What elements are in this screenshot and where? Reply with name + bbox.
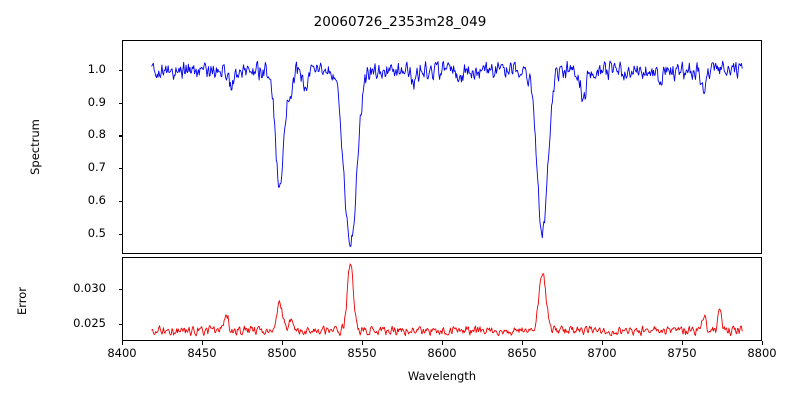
x-tick-mark	[122, 341, 124, 345]
x-tick-label: 8650	[507, 346, 537, 360]
spectrum-y-tick-mark	[118, 201, 122, 203]
x-tick-mark	[682, 341, 684, 345]
spectrum-line-series	[151, 60, 743, 247]
x-tick-label: 8550	[347, 346, 377, 360]
x-tick-label: 8750	[667, 346, 697, 360]
x-tick-mark	[362, 341, 364, 345]
x-tick-mark	[522, 341, 524, 345]
spectrum-y-axis-label: Spectrum	[28, 119, 42, 175]
x-tick-mark	[282, 341, 284, 345]
x-tick-label: 8800	[747, 346, 777, 360]
error-y-tick-mark	[118, 323, 122, 325]
x-tick-mark	[762, 341, 764, 345]
x-tick-label: 8450	[187, 346, 217, 360]
x-tick-label: 8600	[427, 346, 457, 360]
error-y-tick-label: 0.030	[73, 280, 106, 295]
x-tick-mark	[442, 341, 444, 345]
error-y-tick-mark	[118, 288, 122, 290]
spectrum-y-tick-mark	[118, 69, 122, 71]
page-title: 20060726_2353m28_049	[313, 14, 487, 30]
spectrum-y-tick-label: 0.6	[87, 193, 106, 208]
spectrum-y-tick-mark	[118, 234, 122, 236]
error-y-tick-label: 0.025	[73, 315, 106, 330]
error-line-series	[151, 263, 743, 337]
x-tick-label: 8400	[107, 346, 137, 360]
x-tick-label: 8500	[267, 346, 297, 360]
error-y-axis-label: Error	[15, 286, 29, 316]
spectrum-y-tick-label: 1.0	[87, 61, 106, 76]
x-axis-label: Wavelength	[407, 369, 477, 383]
spectrum-y-tick-mark	[118, 168, 122, 170]
spectrum-y-tick-mark	[118, 135, 122, 137]
x-tick-mark	[202, 341, 204, 345]
error-plot-area	[122, 257, 762, 341]
x-tick-label: 8700	[587, 346, 617, 360]
spectrum-plot-area	[122, 40, 762, 254]
spectrum-y-tick-label: 0.9	[87, 94, 106, 109]
spectrum-y-tick-label: 0.5	[87, 226, 106, 241]
spectrum-y-tick-mark	[118, 102, 122, 104]
spectrum-y-tick-label: 0.8	[87, 127, 106, 142]
x-tick-mark	[602, 341, 604, 345]
spectrum-y-tick-label: 0.7	[87, 160, 106, 175]
